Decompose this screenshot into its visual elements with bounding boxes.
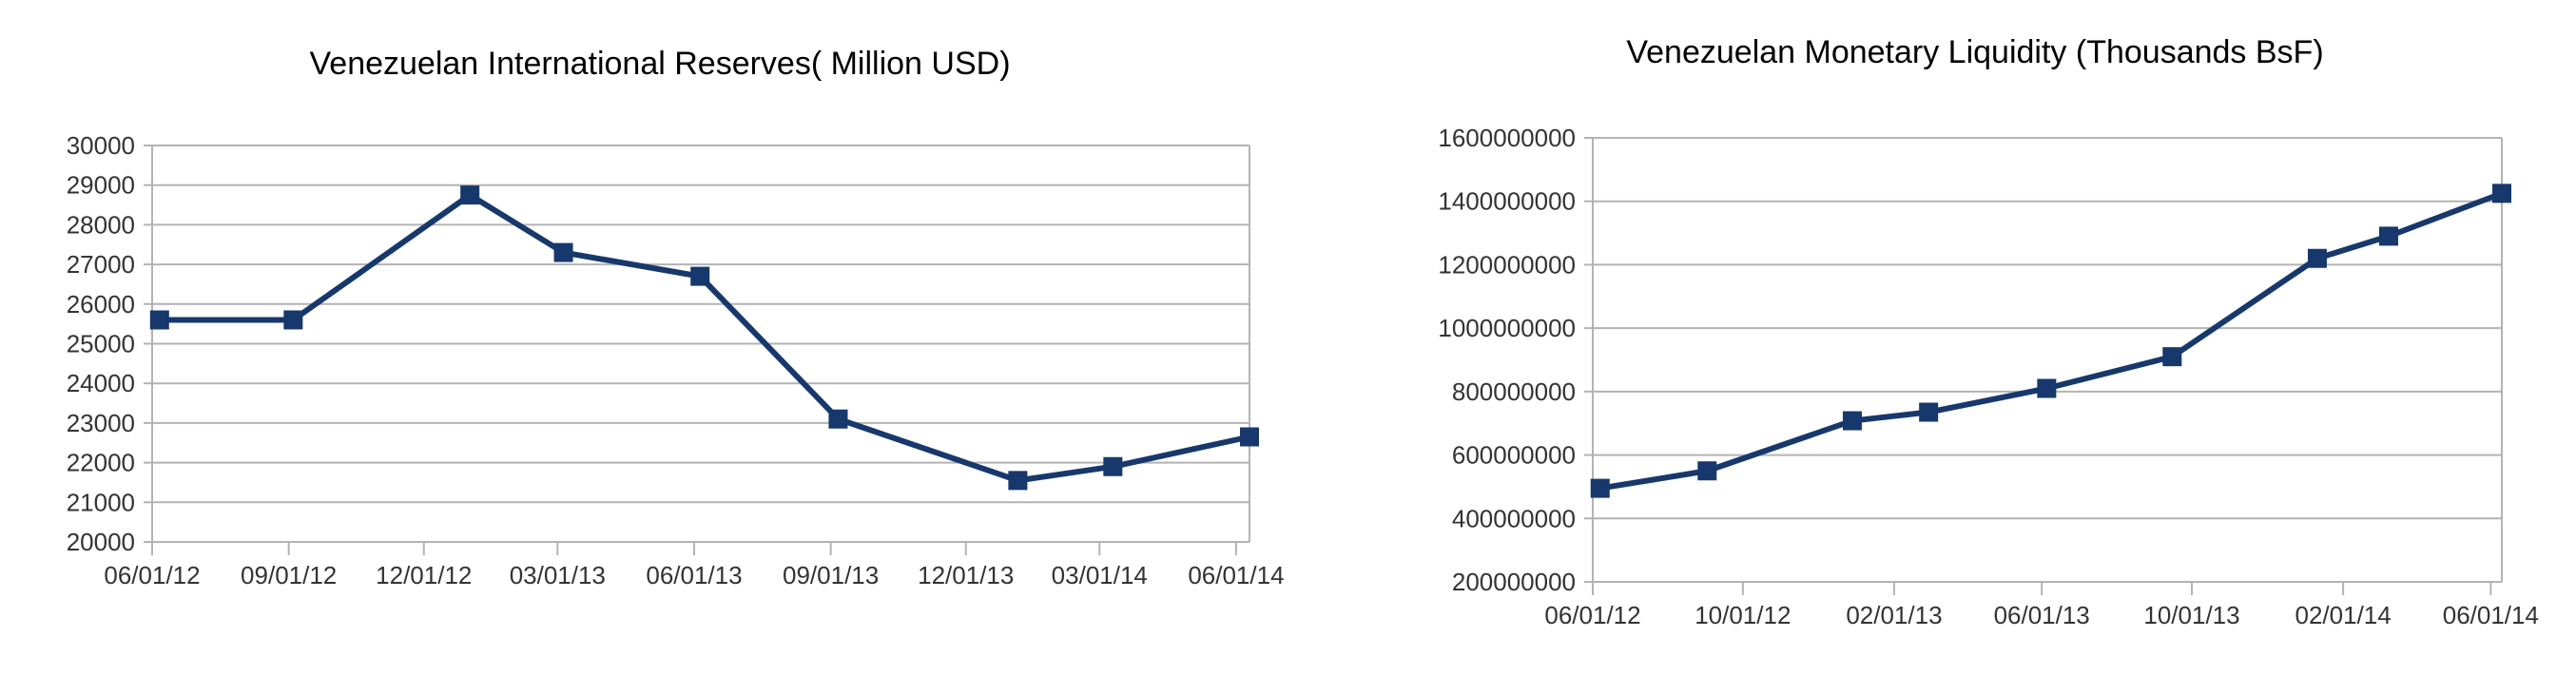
x-tick-label: 09/01/12 <box>241 561 337 589</box>
x-tick-label: 03/01/13 <box>510 561 606 589</box>
x-tick-label: 12/01/12 <box>376 561 472 589</box>
y-tick-label: 800000000 <box>1452 377 1576 406</box>
x-tick-label: 09/01/13 <box>783 561 879 589</box>
y-tick-label: 29000 <box>67 171 135 200</box>
data-point-marker <box>2162 347 2182 367</box>
data-point-marker <box>460 185 480 205</box>
data-point-marker <box>2378 226 2398 246</box>
data-point-marker <box>1240 427 1259 447</box>
data-point-marker <box>2037 378 2057 398</box>
y-tick-label: 23000 <box>67 409 135 437</box>
x-tick-label: 10/01/13 <box>2143 601 2239 629</box>
chart-title: Venezuelan International Reserves( Milli… <box>309 46 1010 82</box>
chart-title: Venezuelan Monetary Liquidity (Thousands… <box>1626 34 2323 70</box>
data-point-marker <box>1590 478 1610 498</box>
x-tick-label: 06/01/12 <box>1544 601 1640 629</box>
data-point-marker <box>1697 461 1717 481</box>
data-point-marker <box>2492 183 2511 203</box>
y-tick-label: 600000000 <box>1452 441 1576 470</box>
y-tick-label: 26000 <box>67 290 135 319</box>
data-point-marker <box>2307 248 2327 268</box>
data-point-marker <box>828 409 848 429</box>
data-point-marker <box>553 242 573 262</box>
x-tick-label: 06/01/14 <box>2443 601 2539 629</box>
x-tick-label: 06/01/12 <box>104 561 200 589</box>
data-point-marker <box>1842 411 1862 431</box>
y-tick-label: 28000 <box>67 210 135 239</box>
y-tick-label: 27000 <box>67 250 135 279</box>
grid <box>152 145 1249 543</box>
series-line <box>159 192 1250 484</box>
y-tick-label: 400000000 <box>1452 504 1576 532</box>
y-tick-label: 22000 <box>67 449 135 477</box>
x-tick-label: 02/01/14 <box>2295 601 2392 629</box>
grid <box>1593 137 2502 583</box>
y-tick-label: 200000000 <box>1452 568 1576 596</box>
x-tick-label: 10/01/12 <box>1695 601 1791 629</box>
x-tick-label: 02/01/13 <box>1846 601 1942 629</box>
y-tick-label: 1600000000 <box>1438 124 1576 152</box>
y-tick-label: 1000000000 <box>1438 314 1576 342</box>
chart-monetary-liquidity: Venezuelan Monetary Liquidity (Thousands… <box>1438 34 2539 629</box>
y-tick-label: 1200000000 <box>1438 250 1576 279</box>
x-tick-label: 06/01/14 <box>1188 561 1284 589</box>
x-tick-label: 03/01/14 <box>1052 561 1148 589</box>
data-point-marker <box>149 310 169 330</box>
x-tick-label: 06/01/13 <box>1994 601 2090 629</box>
data-point-marker <box>1008 471 1028 491</box>
chart-international-reserves: Venezuelan International Reserves( Milli… <box>67 46 1285 589</box>
y-tick-label: 30000 <box>67 131 135 160</box>
data-point-marker <box>1103 456 1123 476</box>
data-point-marker <box>1919 402 1939 422</box>
y-tick-label: 21000 <box>67 488 135 516</box>
series-line <box>1599 190 2504 492</box>
y-tick-label: 25000 <box>67 330 135 358</box>
y-tick-label: 24000 <box>67 369 135 397</box>
data-point-marker <box>283 310 303 330</box>
y-tick-label: 20000 <box>67 528 135 556</box>
data-point-marker <box>690 266 710 286</box>
x-tick-label: 06/01/13 <box>646 561 742 589</box>
x-tick-label: 12/01/13 <box>918 561 1014 589</box>
y-tick-label: 1400000000 <box>1438 187 1576 216</box>
